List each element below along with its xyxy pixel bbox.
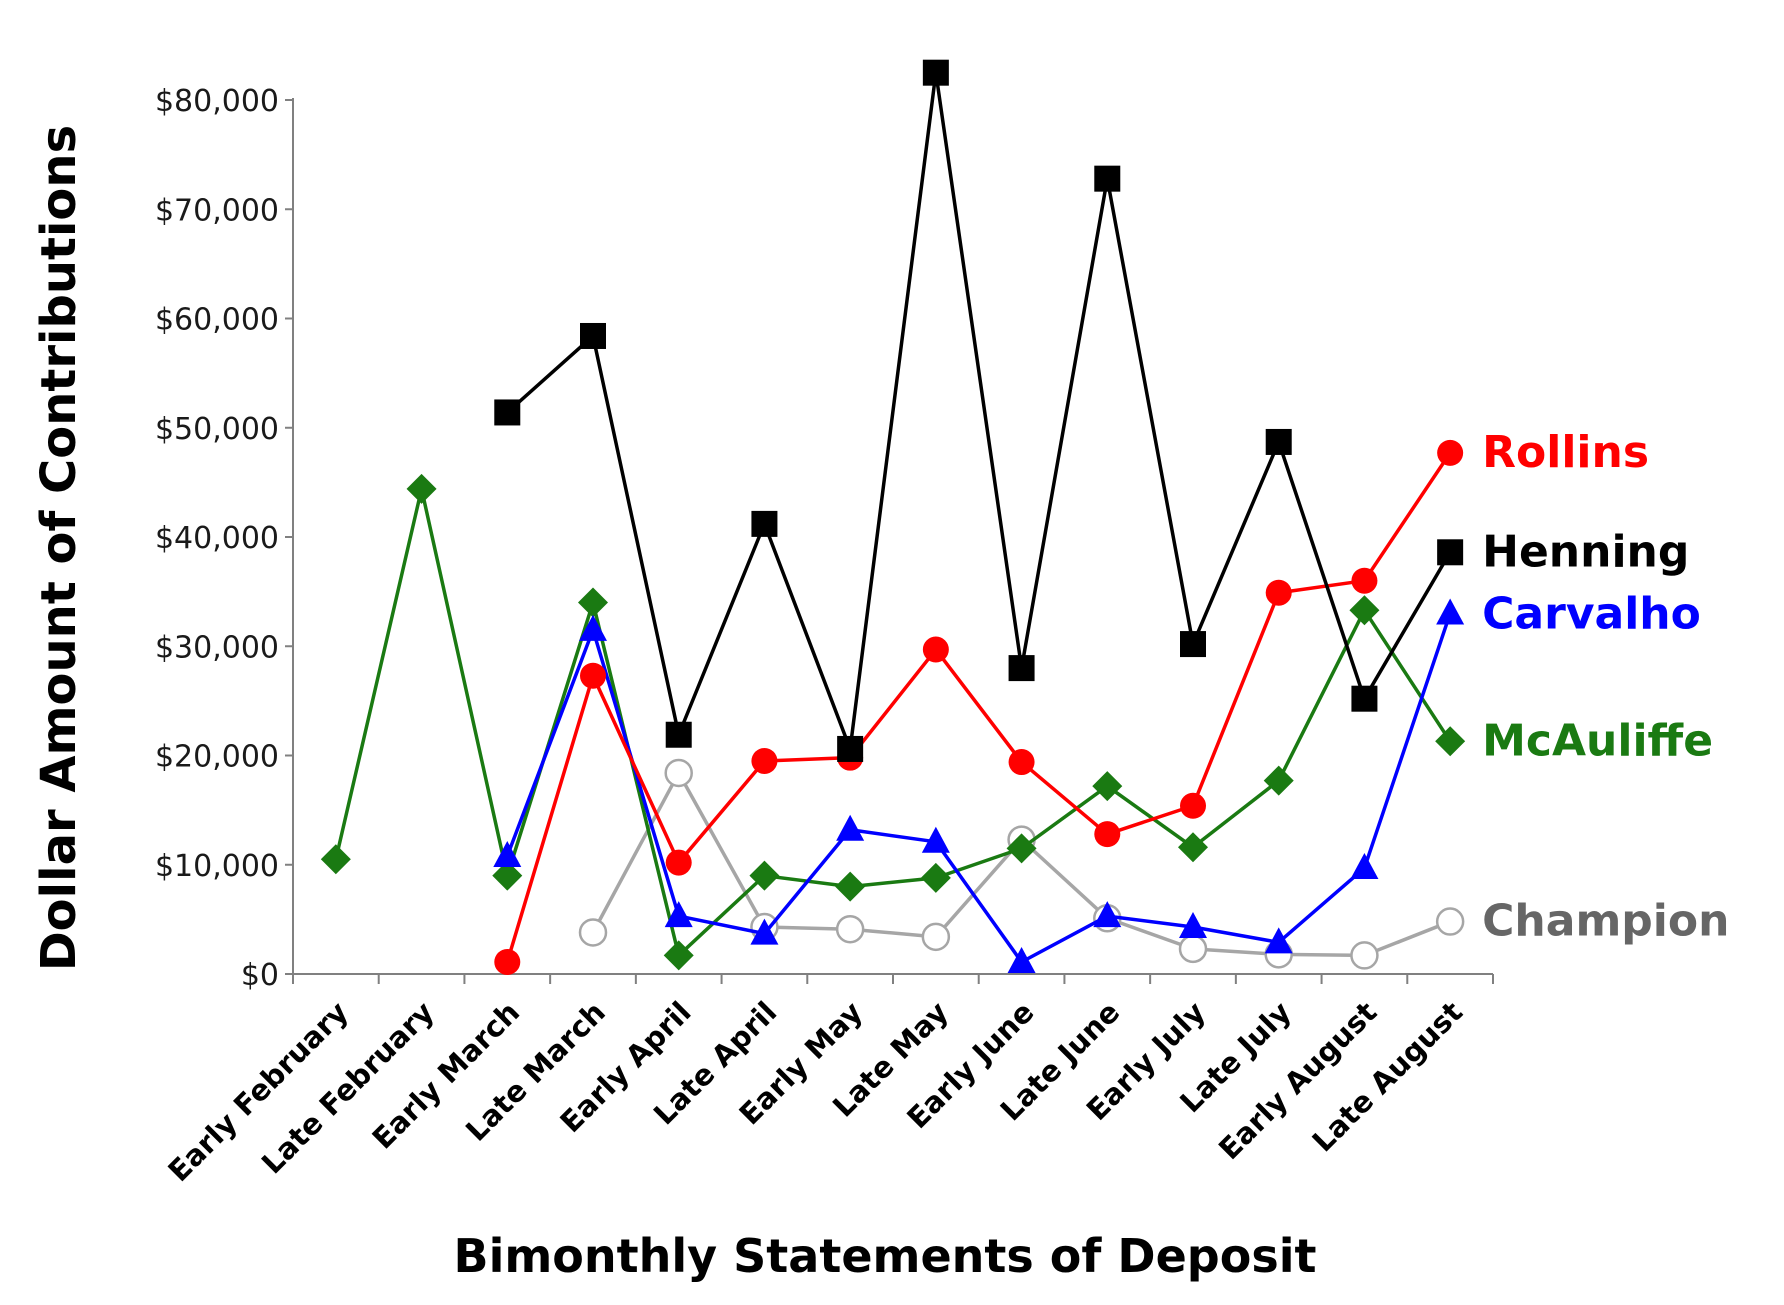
data-point — [494, 948, 521, 975]
data-point — [664, 758, 693, 788]
y-tick-label: $70,000 — [155, 193, 279, 228]
data-point — [921, 922, 951, 952]
series-line — [591, 771, 1451, 958]
series-label-champion: Champion — [1482, 896, 1729, 947]
data-point — [1351, 567, 1378, 594]
x-tick-label: Early August — [1212, 995, 1383, 1166]
x-tick-label: Early March — [366, 995, 527, 1156]
y-tick-label: $10,000 — [155, 849, 279, 884]
series-champion — [578, 758, 1465, 970]
data-point — [749, 860, 780, 891]
data-point — [665, 849, 692, 876]
data-point — [1094, 165, 1121, 192]
series-label-carvalho: Carvalho — [1482, 588, 1701, 639]
y-tick-label: $0 — [241, 958, 279, 993]
series-rollins — [494, 439, 1464, 975]
data-point — [750, 918, 779, 945]
data-point — [579, 614, 607, 641]
data-point — [835, 871, 866, 902]
data-point — [1008, 749, 1035, 776]
series-henning — [494, 59, 1464, 762]
data-point — [1092, 771, 1123, 802]
data-point — [1178, 832, 1208, 863]
data-point — [406, 473, 437, 504]
series-label-mcauliffe: McAuliffe — [1482, 715, 1713, 766]
data-point — [665, 721, 692, 748]
data-point — [1007, 946, 1036, 973]
data-point — [578, 918, 608, 947]
data-point — [1180, 631, 1206, 658]
data-point — [1094, 821, 1121, 848]
data-point — [1179, 912, 1207, 939]
data-point — [493, 841, 522, 868]
data-point — [1008, 655, 1035, 682]
y-tick-label: $40,000 — [155, 521, 279, 556]
data-point — [1350, 853, 1379, 880]
series-line — [506, 70, 1452, 751]
data-point — [1435, 907, 1465, 936]
data-point — [921, 826, 950, 853]
data-point — [1180, 792, 1206, 819]
data-point — [1349, 595, 1380, 626]
data-point — [1263, 765, 1294, 796]
data-point — [1435, 726, 1466, 757]
data-point — [1265, 579, 1292, 606]
y-tick-label: $50,000 — [155, 412, 279, 447]
data-point — [836, 814, 865, 841]
data-point — [1436, 598, 1465, 625]
data-point — [1178, 934, 1208, 964]
data-point — [920, 862, 951, 893]
data-point — [664, 901, 693, 928]
y-tick-label: $60,000 — [155, 303, 279, 338]
series-label-henning: Henning — [1482, 526, 1689, 577]
y-tick-label: $80,000 — [155, 84, 279, 119]
series-labels: Rollins Henning Carvalho McAuliffe Champion — [1482, 427, 1729, 947]
data-point — [494, 399, 521, 426]
data-point — [922, 636, 949, 663]
data-point — [492, 860, 523, 891]
data-point — [1351, 685, 1378, 712]
series-label-rollins: Rollins — [1482, 427, 1649, 478]
series-line — [505, 451, 1452, 963]
data-point — [1093, 901, 1122, 928]
series-line — [334, 487, 1452, 958]
x-axis-title: Bimonthly Statements of Deposit — [454, 1229, 1317, 1283]
data-point — [578, 587, 608, 618]
y-axis-title: Dollar Amount of Contributions — [31, 125, 87, 971]
data-point — [1350, 941, 1379, 970]
data-point — [1265, 428, 1292, 455]
series-line — [505, 612, 1452, 964]
data-point — [1006, 833, 1037, 864]
data-point — [663, 940, 694, 971]
data-point — [580, 322, 606, 349]
series-layer — [320, 59, 1466, 975]
data-point — [1437, 439, 1464, 466]
y-tick-label: $20,000 — [155, 740, 279, 775]
data-point — [320, 844, 351, 875]
x-tick-label: Late August — [1306, 995, 1470, 1159]
y-tick-label: $30,000 — [155, 630, 279, 665]
data-point — [1437, 539, 1464, 566]
data-point — [580, 662, 606, 689]
axes: $0 $10,000 $20,000 $30,000 $40,000 $50,000 $60… — [155, 84, 1494, 1188]
series-mcauliffe — [320, 473, 1466, 971]
data-point — [922, 59, 949, 86]
data-point — [835, 914, 865, 944]
data-point — [1264, 927, 1293, 954]
data-point — [837, 735, 864, 762]
data-point — [751, 510, 778, 537]
data-point — [751, 747, 778, 774]
series-carvalho — [493, 598, 1465, 973]
